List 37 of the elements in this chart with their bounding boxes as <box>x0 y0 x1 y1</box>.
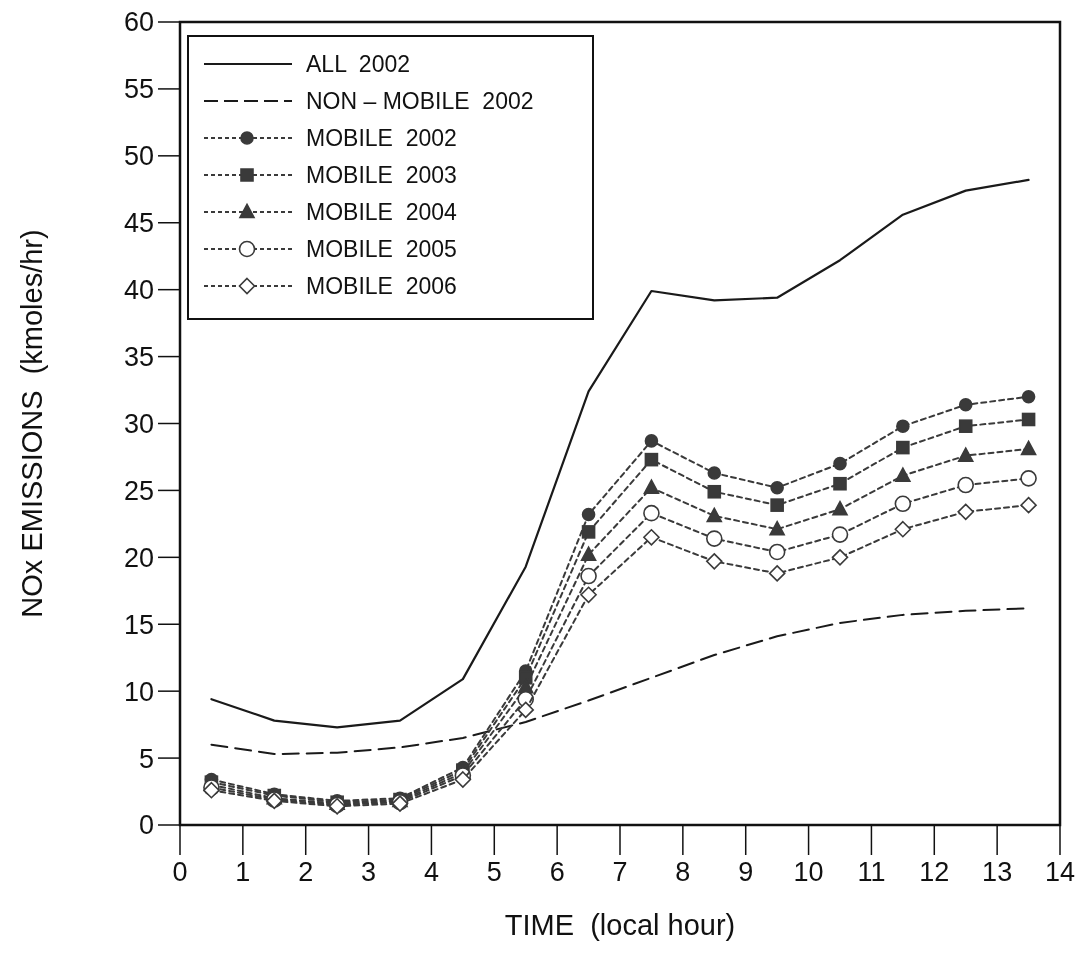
x-tick-label: 5 <box>486 857 502 887</box>
x-tick-label: 3 <box>361 857 377 887</box>
x-tick-label: 7 <box>612 857 628 887</box>
y-tick-label: 15 <box>123 609 154 640</box>
x-tick-label: 14 <box>1044 857 1076 887</box>
legend-label: MOBILE 2003 <box>306 162 457 189</box>
x-tick-label: 13 <box>982 857 1013 887</box>
x-tick-label: 12 <box>919 857 950 887</box>
legend-label: MOBILE 2006 <box>306 273 457 300</box>
legend-label: MOBILE 2002 <box>306 125 457 152</box>
y-axis-title: NOx EMISSIONS (kmoles/hr) <box>16 229 48 618</box>
y-tick-label: 40 <box>123 275 154 306</box>
x-tick-label: 9 <box>738 857 754 887</box>
y-tick-label: 0 <box>138 810 154 841</box>
legend-label: MOBILE 2005 <box>306 236 457 263</box>
y-tick-label: 20 <box>123 542 154 573</box>
y-tick-label: 50 <box>123 141 154 172</box>
x-tick-label: 6 <box>549 857 565 887</box>
x-tick-label: 10 <box>793 857 824 887</box>
legend-label: NON – MOBILE 2002 <box>306 88 534 115</box>
y-tick-label: 25 <box>123 475 154 506</box>
y-tick-label: 35 <box>123 342 154 373</box>
x-tick-label: 2 <box>298 857 314 887</box>
legend-label: MOBILE 2004 <box>306 199 458 226</box>
x-axis-title: TIME (local hour) <box>504 909 736 941</box>
y-tick-label: 60 <box>123 7 154 38</box>
y-tick-label: 5 <box>138 743 154 774</box>
x-tick-label: 4 <box>423 857 439 887</box>
y-tick-label: 45 <box>123 208 154 239</box>
x-tick-label: 0 <box>172 857 188 887</box>
y-tick-label: 10 <box>123 676 154 707</box>
x-tick-label: 11 <box>857 857 886 887</box>
x-tick-label: 8 <box>675 857 691 887</box>
legend-label: ALL 2002 <box>306 51 411 78</box>
x-tick-label: 1 <box>235 857 251 887</box>
y-tick-label: 55 <box>123 74 154 105</box>
y-tick-label: 30 <box>123 408 154 439</box>
